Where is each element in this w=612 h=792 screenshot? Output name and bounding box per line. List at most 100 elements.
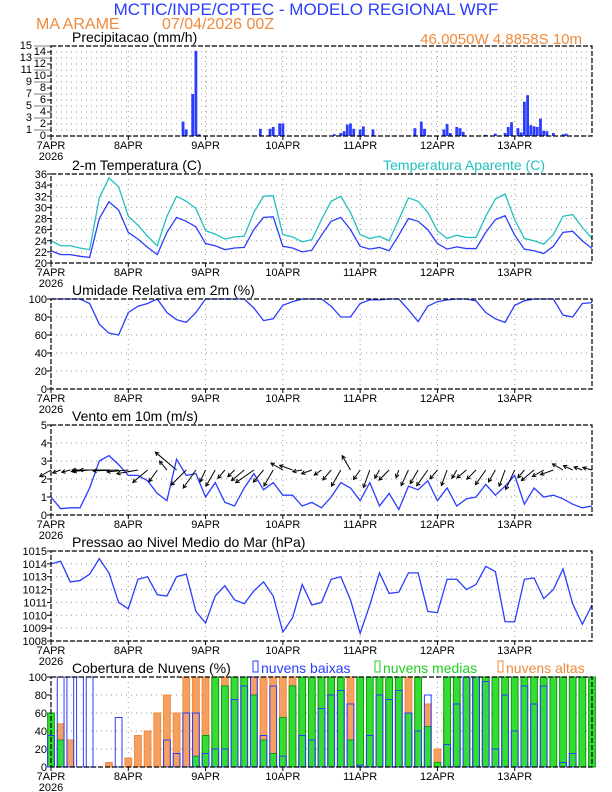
apparent-temp-line [50, 176, 593, 251]
precip-bar [448, 133, 452, 136]
x-tick-label: 11APR [343, 771, 377, 783]
y-tick-label: 1009 [23, 623, 47, 635]
wind-arrow [227, 469, 235, 478]
wind-arrowhead [466, 475, 471, 480]
wind-arrowhead [551, 463, 557, 468]
cloud-high-bar [124, 757, 133, 768]
wind-arrow [301, 469, 313, 475]
y-tick-label: 7 [26, 88, 32, 100]
wind-arrow [292, 469, 303, 473]
wind-arrowhead [581, 466, 587, 471]
cloud-low-bar [85, 676, 94, 768]
cloud-low-bar [114, 717, 123, 768]
precip-bar [268, 128, 272, 136]
precip-bar [345, 124, 349, 136]
x-tick-label: 7APR [37, 393, 66, 405]
y-tick-label: 8 [40, 82, 46, 94]
wind-arrowhead [341, 454, 346, 460]
wind-arrowhead [270, 462, 276, 467]
cloud-low-bar [76, 676, 84, 768]
cloud-mid-bar [530, 676, 538, 768]
cloud-mid-bar [491, 676, 500, 768]
wind-arrowhead [158, 460, 164, 466]
clouds-frame [50, 676, 593, 768]
precip-bar [371, 129, 375, 136]
wind-arrow [322, 469, 332, 481]
y-tick-label: 4 [40, 106, 46, 118]
precip-bar [419, 121, 423, 136]
precip-bar [551, 133, 555, 136]
wind-arrowhead [263, 482, 268, 488]
x-tick-label: 7APR [37, 771, 66, 783]
wind-arrow [205, 469, 216, 487]
wind-arrow [573, 466, 583, 471]
humidity-frame [50, 298, 593, 390]
clouds-title: Cobertura de Nuvens (%) [72, 660, 231, 676]
wind-arrowhead [278, 464, 284, 469]
x-tick-label: 13APR [497, 393, 532, 405]
cloud-high-bar [134, 735, 142, 768]
wind-arrow [416, 469, 429, 487]
x-tick-label: 7APR [37, 519, 66, 531]
y-tick-label: 3 [41, 456, 47, 468]
wind-arrow [409, 469, 419, 484]
x-year-label: 2026 [39, 782, 63, 792]
x-tick-label: 13APR [497, 771, 532, 783]
cloud-low-bar [491, 748, 500, 768]
precip-bar [519, 132, 523, 136]
precip-bar [342, 131, 346, 136]
wind-arrowhead [520, 476, 526, 482]
legend-label-mid: nuvens medias [383, 660, 477, 676]
wind-arrow [116, 469, 139, 475]
y-tick-label: 10 [34, 70, 46, 82]
humidity-title: Umidade Relativa em 2m (%) [72, 282, 255, 298]
wind-arrow [429, 469, 438, 480]
y-tick-label: 1012 [23, 585, 47, 597]
cloud-low-bar [192, 712, 200, 768]
x-tick-label: 10APR [265, 393, 300, 405]
wind-arrowhead [394, 473, 400, 479]
wind-arrow [505, 469, 516, 490]
x-tick-label: 7APR [37, 267, 66, 279]
wind-arrowhead [322, 475, 327, 481]
precip-bar [339, 133, 343, 136]
cloud-mid-bar [211, 676, 220, 768]
precip-bar [522, 101, 526, 136]
y-tick-label: 40 [35, 348, 47, 360]
cloud-mid-bar [375, 676, 384, 768]
precip-bar [516, 128, 520, 136]
wind-arrowhead [71, 467, 77, 473]
wind-arrowhead [539, 471, 545, 476]
wind-arrowhead [60, 469, 66, 474]
wind-arrowhead [199, 477, 204, 483]
wind-arrowhead [38, 472, 44, 478]
x-year-label: 2026 [39, 404, 63, 416]
precip-bar [361, 126, 365, 136]
x-tick-label: 13APR [497, 519, 532, 531]
x-tick-label: 9APR [191, 771, 220, 783]
cloud-mid-bar [240, 676, 249, 768]
precip-bar [349, 123, 352, 136]
x-tick-label: 12APR [420, 771, 455, 783]
wind-arrowhead [170, 481, 176, 486]
cloud-high-bar [143, 730, 152, 768]
x-tick-label: 9APR [191, 645, 220, 657]
legend-swatch-low [252, 660, 259, 673]
cloud-mid-bar [327, 676, 336, 768]
humidity-panel: Umidade Relativa em 2m (%) 0 20 40 60 80 100 7A… [29, 282, 593, 416]
y-tick-label: 40 [35, 726, 47, 738]
wind-arrow [148, 469, 158, 483]
wind-arrow [93, 469, 119, 472]
wind-arrowhead [291, 468, 297, 474]
x-tick-label: 13APR [497, 140, 532, 152]
x-tick-label: 12APR [420, 140, 455, 152]
wind-panel: Vento em 10m (m/s) 0 1 2 3 4 5 7APR 8APR 9APR 10AP… [37, 408, 593, 542]
y-tick-label: 1014 [23, 559, 47, 571]
x-tick-label: 11APR [343, 140, 377, 152]
wind-title: Vento em 10m (m/s) [72, 408, 198, 424]
wind-arrowhead [300, 470, 306, 475]
wind-arrowhead [573, 465, 579, 471]
y-tick-label: 34 [35, 180, 47, 192]
wind-arrowhead [498, 482, 503, 488]
